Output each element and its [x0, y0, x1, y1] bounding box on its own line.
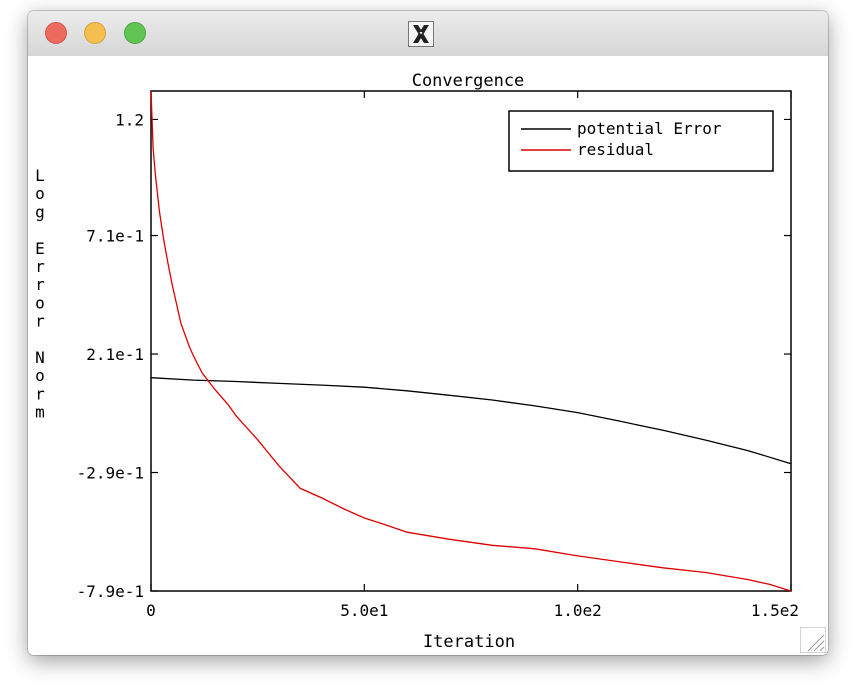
y-axis-label-char: L: [35, 166, 45, 185]
y-tick-label: 1.2: [115, 110, 144, 129]
title-bar[interactable]: [28, 11, 828, 57]
app-window: Convergence 1.2 7.1e-1 2.1e-1 -2.9e-1 -7.9e-…: [28, 11, 828, 655]
chart-title: Convergence: [412, 71, 525, 91]
y-tick-label: 7.1e-1: [86, 227, 144, 246]
y-axis-label-char: m: [35, 403, 45, 422]
close-button[interactable]: [45, 22, 67, 44]
series-line-1: [150, 90, 792, 592]
legend-label: residual: [577, 140, 654, 159]
series-line-0: [150, 377, 792, 465]
y-axis-label-char: g: [35, 202, 45, 221]
x-axis-label: Iteration: [423, 632, 515, 652]
y-axis-label-char: r: [35, 312, 45, 331]
y-axis-label-char: r: [35, 257, 45, 276]
minimize-button[interactable]: [84, 22, 106, 44]
x11-icon: [408, 21, 434, 47]
y-tick-label: -2.9e-1: [77, 464, 144, 483]
y-tick-label: 2.1e-1: [86, 345, 144, 364]
x-tick-label: 0: [146, 601, 156, 620]
legend-label: potential Error: [577, 119, 722, 138]
y-axis-label-char: r: [35, 275, 45, 294]
x-tick-label: 5.0e1: [340, 601, 388, 620]
plot-area-container: Convergence 1.2 7.1e-1 2.1e-1 -2.9e-1 -7.9e-…: [28, 56, 828, 655]
maximize-button[interactable]: [124, 22, 146, 44]
y-tick-label: -7.9e-1: [77, 582, 144, 601]
y-axis-label-char: o: [35, 184, 45, 203]
convergence-chart: Convergence 1.2 7.1e-1 2.1e-1 -2.9e-1 -7.9e-…: [35, 71, 799, 652]
plot-frame: [150, 90, 792, 592]
y-axis-label-char: r: [35, 384, 45, 403]
y-axis-label-char: N: [35, 348, 45, 367]
y-axis-label-char: E: [35, 239, 45, 258]
resize-grip[interactable]: [799, 626, 827, 654]
y-axis-label-char: o: [35, 366, 45, 385]
x-tick-label: 1.0e2: [554, 601, 602, 620]
y-axis-label-char: o: [35, 293, 45, 312]
legend-box: [508, 110, 774, 172]
x-tick-label: 1.5e2: [751, 601, 799, 620]
